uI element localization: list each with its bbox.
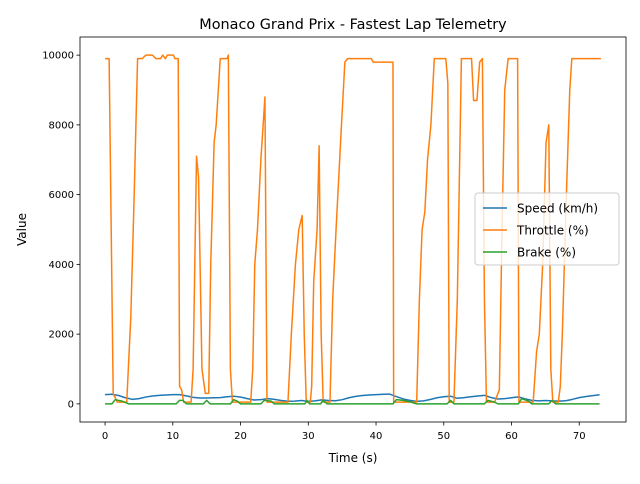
y-tick-label: 2000 <box>49 330 74 341</box>
axes-frame <box>79 36 627 423</box>
legend-label: Throttle (%) <box>516 224 589 238</box>
x-axis-title: Time (s) <box>328 451 378 465</box>
x-tick-label: 70 <box>573 431 586 442</box>
y-tick-label: 8000 <box>49 120 74 131</box>
x-tick-label: 20 <box>234 431 247 442</box>
series-layer <box>105 54 601 405</box>
x-tick-label: 60 <box>505 431 518 442</box>
y-axis: 0 2000 4000 6000 8000 10000 <box>42 51 80 410</box>
legend-label: Brake (%) <box>517 246 576 260</box>
x-axis: 0 10 20 30 40 50 60 70 <box>102 422 586 442</box>
y-tick-label: 6000 <box>49 190 74 201</box>
y-axis-title: Value <box>15 213 29 246</box>
series-line-1 <box>105 393 600 403</box>
series-line-3 <box>105 397 600 405</box>
x-tick-label: 40 <box>370 431 383 442</box>
x-tick-label: 50 <box>437 431 450 442</box>
legend: Speed (km/h) Throttle (%) Brake (%) <box>474 192 620 266</box>
y-tick-label: 4000 <box>49 260 74 271</box>
y-tick-label: 10000 <box>42 51 74 62</box>
x-tick-label: 0 <box>102 431 108 442</box>
legend-box <box>474 192 620 266</box>
x-tick-label: 30 <box>302 431 315 442</box>
y-tick-label: 0 <box>68 399 74 410</box>
series-line-2 <box>105 54 601 403</box>
chart-title: Monaco Grand Prix - Fastest Lap Telemetr… <box>199 17 507 33</box>
x-tick-label: 10 <box>166 431 179 442</box>
legend-label: Speed (km/h) <box>517 202 598 216</box>
